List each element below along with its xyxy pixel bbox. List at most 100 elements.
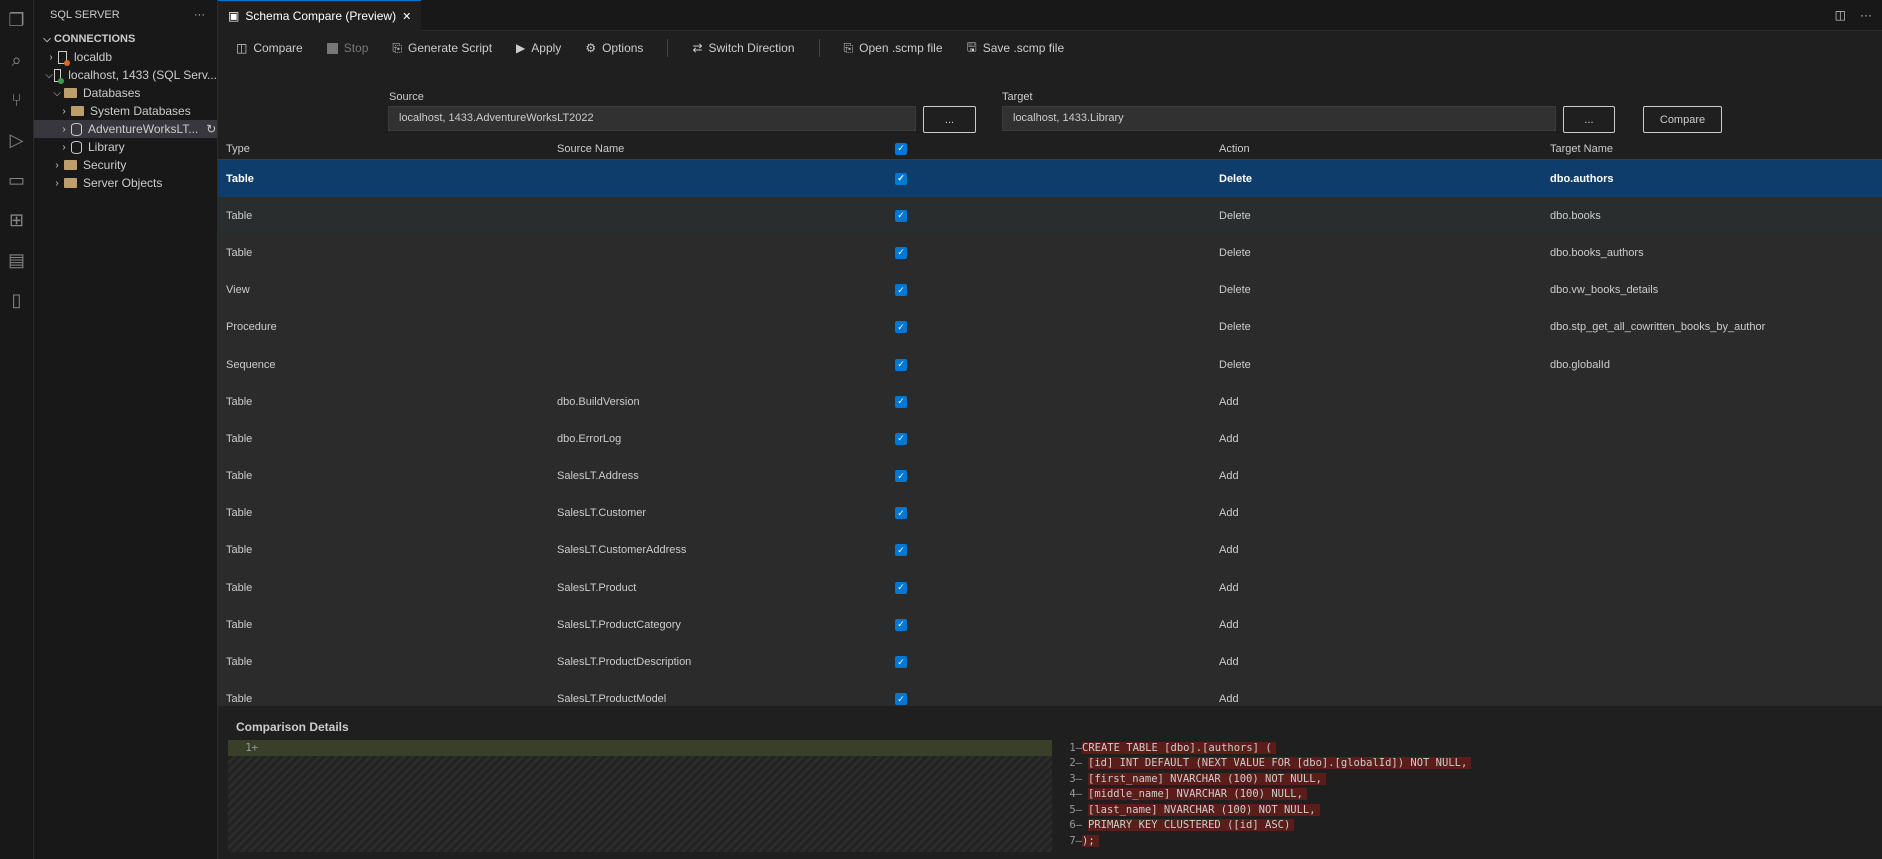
toolbar: ◫ Compare Stop ⎘ Generate Script ▶ Apply ⚙ O… [218, 32, 1882, 64]
include-checkbox[interactable]: ✓ [895, 581, 907, 594]
code-line: 5– [last_name] NVARCHAR (100) NOT NULL, [1052, 802, 1882, 818]
cell-source-name: SalesLT.Address [557, 470, 639, 483]
cell-type: View [226, 284, 250, 297]
close-tab-icon[interactable]: ✕ [402, 10, 412, 23]
table-row[interactable]: Sequence ✓ Delete dbo.globalId [218, 345, 1882, 384]
table-row[interactable]: Procedure ✓ Delete dbo.stp_get_all_cowri… [218, 308, 1882, 346]
cell-source-name: dbo.ErrorLog [557, 432, 622, 445]
tree-item-system-databases[interactable]: › System Databases [62, 104, 191, 118]
tab-schema-compare[interactable]: ▣ Schema Compare (Preview) ✕ [218, 0, 422, 31]
more-actions-icon[interactable]: ··· [1860, 8, 1872, 22]
target-script-editor[interactable]: 1– CREATE TABLE [dbo].[authors] (2– [id] I… [1052, 740, 1882, 852]
table-row[interactable]: Table SalesLT.Address ✓ Add [218, 457, 1882, 495]
line-number: 1– [1069, 741, 1082, 754]
code-text: [middle_name] NVARCHAR (100) NULL, [1088, 788, 1307, 801]
source-input[interactable]: localhost, 1433.AdventureWorksLT2022 [388, 106, 916, 131]
table-row[interactable]: Table ✓ Delete dbo.books [218, 197, 1882, 235]
tab-title: Schema Compare (Preview) [245, 9, 397, 23]
include-checkbox[interactable]: ✓ [895, 656, 907, 669]
search-icon[interactable]: ⌕ [11, 49, 22, 70]
options-button[interactable]: ⚙ Options [585, 41, 643, 55]
sql-server-icon[interactable]: ▤ [7, 249, 25, 270]
header-type[interactable]: Type [226, 142, 250, 155]
code-text: [last_name] NVARCHAR (100) NOT NULL, [1088, 803, 1320, 816]
table-row[interactable]: Table SalesLT.ProductModel ✓ Add [218, 680, 1882, 706]
tree-item-localhost[interactable]: ⌵ localhost, 1433 (SQL Serv... [45, 68, 217, 84]
more-actions-icon[interactable]: ··· [194, 9, 205, 21]
folder-icon [71, 106, 84, 116]
table-row[interactable]: Table SalesLT.CustomerAddress ✓ Add [218, 531, 1882, 570]
include-checkbox[interactable]: ✓ [895, 172, 907, 185]
table-row[interactable]: Table SalesLT.Product ✓ Add [218, 569, 1882, 607]
extensions-icon[interactable]: ⊞ [8, 209, 25, 230]
source-script-editor[interactable]: 1+ [228, 740, 1054, 852]
include-checkbox[interactable]: ✓ [895, 209, 907, 222]
target-input[interactable]: localhost, 1433.Library [1002, 106, 1556, 131]
refresh-icon[interactable]: ↻ [206, 122, 217, 136]
table-row[interactable]: Table ✓ Delete dbo.books_authors [218, 234, 1882, 272]
include-checkbox[interactable]: ✓ [895, 544, 907, 557]
include-checkbox[interactable]: ✓ [895, 693, 907, 706]
tree-item-library[interactable]: › Library [62, 140, 125, 154]
remote-explorer-icon[interactable]: ▭ [7, 169, 25, 190]
cell-type: Table [226, 693, 253, 706]
cell-action: Add [1219, 470, 1239, 483]
include-checkbox[interactable]: ✓ [895, 470, 907, 483]
header-action[interactable]: Action [1219, 142, 1250, 155]
cell-type: Table [226, 172, 254, 185]
table-row[interactable]: Table dbo.ErrorLog ✓ Add [218, 420, 1882, 458]
cell-action: Delete [1219, 246, 1251, 259]
include-checkbox[interactable]: ✓ [895, 358, 907, 371]
table-row[interactable]: View ✓ Delete dbo.vw_books_details [218, 271, 1882, 309]
cell-type: Table [226, 544, 253, 557]
target-browse-button[interactable]: ... [1563, 106, 1615, 133]
source-browse-button[interactable]: ... [923, 106, 976, 133]
cell-source-name: SalesLT.CustomerAddress [557, 544, 687, 557]
tree-item-localdb[interactable]: › localdb [49, 50, 113, 66]
notebook-icon[interactable]: ▯ [11, 289, 22, 310]
connections-section[interactable]: ⌵ CONNECTIONS [43, 33, 136, 45]
source-control-icon[interactable]: ⑂ [11, 89, 22, 110]
table-row[interactable]: Table SalesLT.Customer ✓ Add [218, 494, 1882, 532]
table-row[interactable]: Table dbo.BuildVersion ✓ Add [218, 383, 1882, 421]
table-row[interactable]: Table ✓ Delete dbo.authors [218, 160, 1882, 198]
table-row[interactable]: Table SalesLT.ProductCategory ✓ Add [218, 606, 1882, 644]
explorer-icon[interactable]: ❐ [8, 9, 25, 30]
cell-target-name: dbo.authors [1550, 172, 1614, 185]
open-file-icon: ⎘ [843, 40, 854, 55]
include-checkbox[interactable]: ✓ [895, 618, 907, 631]
open-scmp-button[interactable]: ⎘ Open .scmp file [844, 41, 943, 56]
switch-direction-button[interactable]: ⇄ Switch Direction [692, 41, 794, 55]
sidebar: SQL SERVER ··· ⌵ CONNECTIONS › localdb ⌵ loc… [34, 0, 218, 859]
compare-button[interactable]: Compare [1643, 106, 1722, 133]
apply-button[interactable]: ▶ Apply [516, 41, 561, 55]
play-icon: ▶ [516, 41, 526, 55]
include-checkbox[interactable]: ✓ [895, 284, 907, 297]
include-checkbox[interactable]: ✓ [895, 321, 907, 334]
cell-type: Table [226, 470, 253, 483]
table-row[interactable]: Table SalesLT.ProductDescription ✓ Add [218, 643, 1882, 681]
cell-type: Table [226, 246, 253, 259]
include-checkbox[interactable]: ✓ [895, 395, 907, 408]
stop-button[interactable]: Stop [326, 41, 368, 55]
tree-item-databases[interactable]: ⌵ Databases [53, 86, 141, 100]
save-scmp-button[interactable]: 🖫 Save .scmp file [967, 38, 1065, 59]
code-text: ); [1082, 834, 1099, 847]
include-checkbox[interactable]: ✓ [895, 507, 907, 520]
select-all-checkbox[interactable]: ✓ [895, 142, 907, 155]
split-editor-icon[interactable]: ◫ [1834, 8, 1846, 22]
tree-item-security[interactable]: › Security [55, 158, 127, 172]
generate-script-button[interactable]: ⎘ Generate Script [392, 41, 492, 56]
line-number: 4– [1069, 788, 1082, 801]
run-debug-icon[interactable]: ▷ [9, 129, 24, 150]
sidebar-title: SQL SERVER [50, 9, 120, 21]
header-target-name[interactable]: Target Name [1550, 142, 1613, 155]
tree-item-adventureworks[interactable]: › AdventureWorksLT... ↻ [34, 120, 217, 138]
cell-action: Delete [1219, 284, 1251, 297]
include-checkbox[interactable]: ✓ [895, 432, 907, 445]
tree-item-server-objects[interactable]: › Server Objects [55, 176, 163, 190]
cell-type: Procedure [226, 321, 277, 334]
include-checkbox[interactable]: ✓ [895, 246, 907, 259]
header-source-name[interactable]: Source Name [557, 142, 625, 155]
compare-toolbar-button[interactable]: ◫ Compare [236, 41, 303, 55]
